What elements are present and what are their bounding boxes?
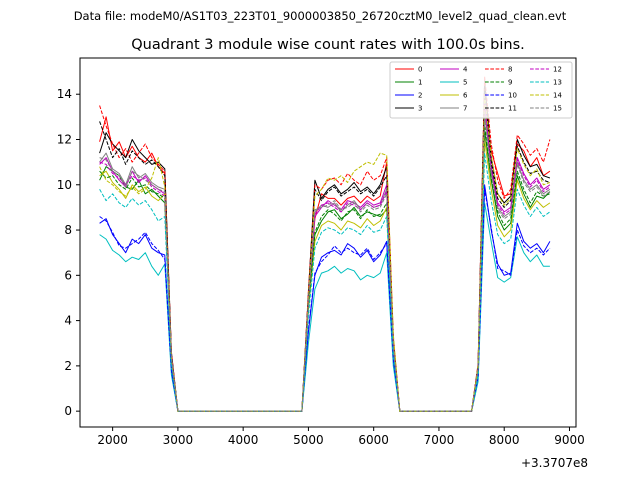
x-offset-label: +3.3707e8 — [521, 456, 588, 470]
legend-label-13: 13 — [553, 79, 562, 87]
legend-label-12: 12 — [553, 66, 562, 74]
y-tick-label: 12 — [57, 132, 72, 146]
x-tick-label: 5000 — [293, 433, 324, 447]
legend-label-9: 9 — [508, 79, 512, 87]
legend-label-10: 10 — [508, 92, 517, 100]
x-tick-label: 2000 — [97, 433, 128, 447]
y-tick-label: 6 — [64, 268, 72, 282]
x-tick-label: 8000 — [489, 433, 520, 447]
x-tick-label: 9000 — [554, 433, 585, 447]
y-tick-label: 0 — [64, 404, 72, 418]
y-tick-label: 4 — [64, 314, 72, 328]
legend-frame — [389, 61, 573, 119]
legend-label-6: 6 — [463, 92, 468, 100]
legend-label-14: 14 — [553, 92, 562, 100]
legend-label-4: 4 — [463, 66, 468, 74]
legend-label-15: 15 — [553, 105, 562, 113]
x-tick-label: 4000 — [228, 433, 259, 447]
plot-frame — [79, 57, 577, 428]
x-tick-label: 3000 — [163, 433, 194, 447]
y-tick-label: 10 — [57, 178, 72, 192]
x-tick-label: 6000 — [358, 433, 389, 447]
y-tick-label: 14 — [57, 87, 72, 101]
y-tick-label: 8 — [64, 223, 72, 237]
legend-label-2: 2 — [418, 92, 422, 100]
x-axis: 2000 3000 4000 5000 6000 7000 8000 9000 — [97, 427, 585, 447]
x-tick-label: 7000 — [424, 433, 455, 447]
y-axis: 0 2 4 6 8 10 12 14 — [57, 87, 80, 418]
legend-label-5: 5 — [463, 79, 467, 87]
series-line-15 — [99, 116, 551, 412]
legend-label-11: 11 — [508, 105, 517, 113]
y-tick-label: 2 — [64, 359, 72, 373]
legend-label-7: 7 — [463, 105, 467, 113]
legend-label-0: 0 — [418, 66, 422, 74]
series-layer — [99, 75, 551, 412]
legend-label-1: 1 — [418, 79, 422, 87]
chart-suptitle: Data file: modeM0/AS1T03_223T01_90000038… — [74, 9, 567, 23]
legend-label-3: 3 — [418, 105, 422, 113]
legend-label-8: 8 — [508, 66, 512, 74]
chart-title: Quadrant 3 module wise count rates with … — [131, 37, 525, 53]
